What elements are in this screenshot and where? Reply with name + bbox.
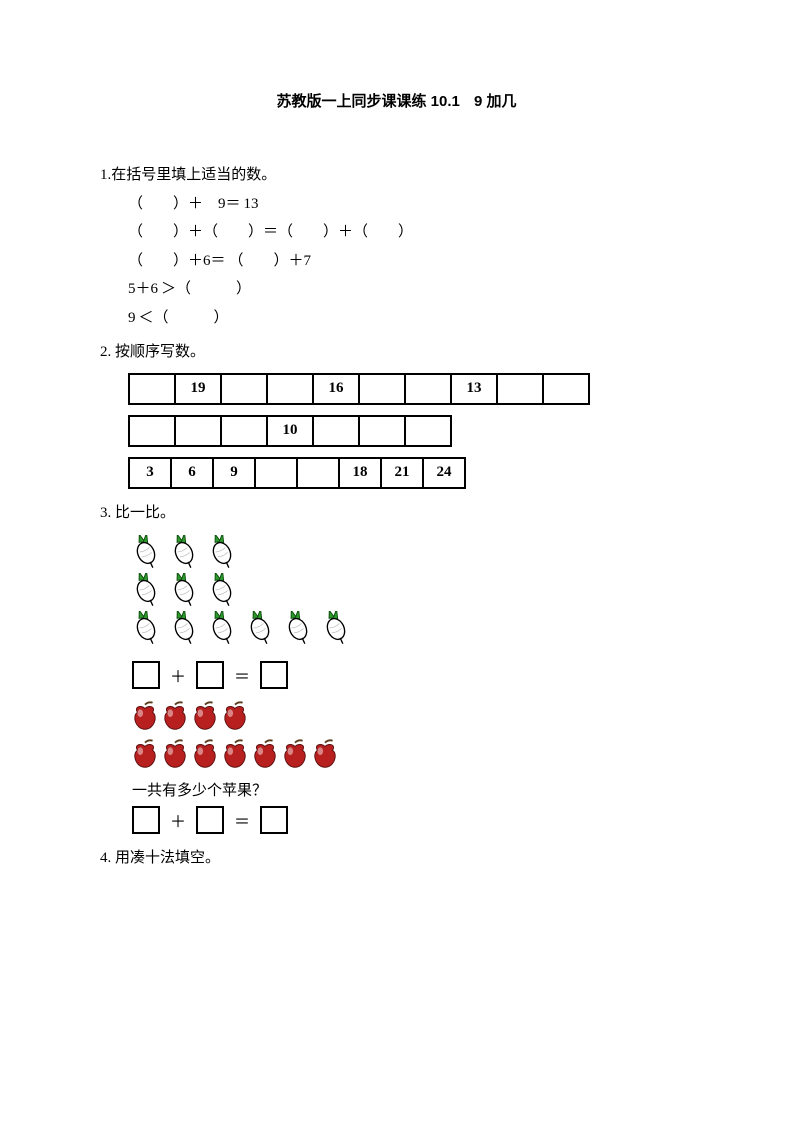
plus-sign: ＋	[170, 808, 186, 832]
title-main: 苏教版一上同步课课练 10.1	[276, 93, 459, 110]
seq-cell: 21	[381, 458, 423, 488]
seq-cell[interactable]	[255, 458, 297, 488]
apple-icon	[158, 737, 192, 771]
apple-icon	[278, 737, 312, 771]
seq-cell[interactable]	[221, 374, 267, 404]
seq-cell[interactable]	[175, 416, 221, 446]
seq-cell: 6	[171, 458, 213, 488]
answer-box[interactable]	[260, 806, 288, 834]
seq-cell[interactable]	[543, 374, 589, 404]
seq-cell[interactable]	[359, 416, 405, 446]
q2-heading: 2. 按顺序写数。	[100, 338, 693, 367]
apple-icon	[188, 699, 222, 733]
apple-icon	[188, 737, 222, 771]
radish-icon	[204, 535, 240, 571]
q1-heading: 1.在括号里填上适当的数。	[100, 161, 693, 190]
equals-sign: ＝	[234, 663, 250, 687]
q4-heading: 4. 用凑十法填空。	[100, 844, 693, 873]
apple-icon	[248, 737, 282, 771]
seq-cell[interactable]	[359, 374, 405, 404]
seq-cell: 9	[213, 458, 255, 488]
radish-icon	[204, 611, 240, 647]
q2-table-3: 369 182124	[128, 457, 466, 489]
radish-icon	[128, 535, 164, 571]
seq-cell[interactable]	[129, 374, 175, 404]
q2-tables: 19 16 13 10 369 182124	[128, 373, 693, 489]
radish-icon	[128, 611, 164, 647]
answer-box[interactable]	[196, 806, 224, 834]
apple-icon	[218, 737, 252, 771]
radish-icon	[318, 611, 354, 647]
radish-icon	[204, 573, 240, 609]
apple-icon	[128, 737, 162, 771]
q1-line-0: （ ）＋ 9＝ 13	[128, 190, 693, 219]
answer-box[interactable]	[196, 661, 224, 689]
page-title: 苏教版一上同步课课练 10.1 9 加几	[100, 90, 693, 111]
radish-icon	[280, 611, 316, 647]
q1-line-1: （ ）＋（ ）＝（ ）＋（ ）	[128, 218, 693, 247]
q3-body: ＋ ＝	[128, 535, 693, 834]
apple-icon	[308, 737, 342, 771]
answer-box[interactable]	[132, 661, 160, 689]
q3-heading: 3. 比一比。	[100, 499, 693, 528]
equals-sign: ＝	[234, 808, 250, 832]
seq-cell[interactable]	[297, 458, 339, 488]
apple-icon	[128, 699, 162, 733]
radish-icon	[166, 611, 202, 647]
seq-cell[interactable]	[313, 416, 359, 446]
radish-rows	[128, 535, 693, 647]
q2-table-2: 10	[128, 415, 452, 447]
seq-cell: 16	[313, 374, 359, 404]
seq-cell[interactable]	[497, 374, 543, 404]
radish-icon	[128, 573, 164, 609]
seq-cell: 13	[451, 374, 497, 404]
answer-box[interactable]	[132, 806, 160, 834]
plus-sign: ＋	[170, 663, 186, 687]
seq-cell: 10	[267, 416, 313, 446]
seq-cell[interactable]	[129, 416, 175, 446]
q3-eq1: ＋ ＝	[132, 661, 693, 689]
q3-apple-question: 一共有多少个苹果？	[132, 779, 693, 800]
seq-cell[interactable]	[405, 416, 451, 446]
q1-line-4: 9 ＜（ ）	[128, 304, 693, 333]
radish-icon	[166, 573, 202, 609]
title-sub: 9 加几	[474, 93, 517, 110]
q2-table-1: 19 16 13	[128, 373, 590, 405]
apple-icon	[158, 699, 192, 733]
q1-line-3: 5＋6 ＞（ ）	[128, 275, 693, 304]
apple-rows	[128, 699, 693, 771]
seq-cell: 3	[129, 458, 171, 488]
seq-cell[interactable]	[405, 374, 451, 404]
q1-line-2: （ ）＋6＝ （ ）＋7	[128, 247, 693, 276]
seq-cell[interactable]	[221, 416, 267, 446]
seq-cell[interactable]	[267, 374, 313, 404]
seq-cell: 24	[423, 458, 465, 488]
q3-eq2: ＋ ＝	[132, 806, 693, 834]
answer-box[interactable]	[260, 661, 288, 689]
apple-icon	[218, 699, 252, 733]
radish-icon	[242, 611, 278, 647]
radish-icon	[166, 535, 202, 571]
seq-cell: 19	[175, 374, 221, 404]
seq-cell: 18	[339, 458, 381, 488]
